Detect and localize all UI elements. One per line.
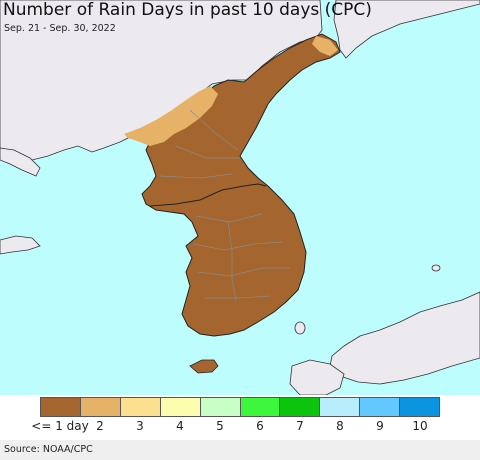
legend-swatch-2: [79, 398, 120, 416]
legend-label-2: 2: [96, 419, 104, 433]
liaodong-peninsula: [0, 147, 41, 177]
shandong-peninsula: [0, 235, 41, 255]
oki-island: [431, 264, 441, 272]
legend-swatch-7: [279, 398, 320, 416]
legend-swatch-8: [319, 398, 360, 416]
footer-bar: Source: NOAA/CPC: [0, 440, 480, 460]
legend-labels: <= 1 day 2 3 4 5 6 7 8 9 10: [0, 419, 480, 435]
rain-2day-northwest: [124, 86, 218, 146]
legend-label-4: 4: [176, 419, 184, 433]
legend-swatch-5: [199, 398, 240, 416]
japan-honshu: [329, 291, 480, 385]
legend-label-8: 8: [336, 419, 344, 433]
legend-label-3: 3: [136, 419, 144, 433]
jeju-island: [189, 359, 219, 374]
japan-kyushu: [289, 359, 345, 395]
rain-days-map: [0, 0, 480, 395]
legend-swatch-10: [399, 398, 440, 416]
source-credit: Source: NOAA/CPC: [4, 444, 93, 455]
legend-label-6: 6: [256, 419, 264, 433]
legend-label-10: 10: [412, 419, 428, 433]
legend-label-5: 5: [216, 419, 224, 433]
dmz-border: [149, 183, 267, 207]
rain-2day-northeast: [312, 36, 338, 56]
legend-swatch-1: [41, 398, 80, 416]
legend-swatch-4: [159, 398, 200, 416]
russia-coast: [333, 0, 480, 59]
color-legend: [40, 397, 440, 417]
legend-swatch-3: [119, 398, 160, 416]
legend-label-9: 9: [376, 419, 384, 433]
legend-label-7: 7: [296, 419, 304, 433]
province-boundaries: [159, 109, 290, 301]
legend-swatch-6: [239, 398, 280, 416]
legend-label-1: <= 1 day: [31, 419, 89, 433]
legend-swatch-9: [359, 398, 400, 416]
date-range: Sep. 21 - Sep. 30, 2022: [4, 23, 116, 34]
tsushima-island: [294, 321, 306, 335]
map-title: Number of Rain Days in past 10 days (CPC…: [3, 0, 372, 20]
